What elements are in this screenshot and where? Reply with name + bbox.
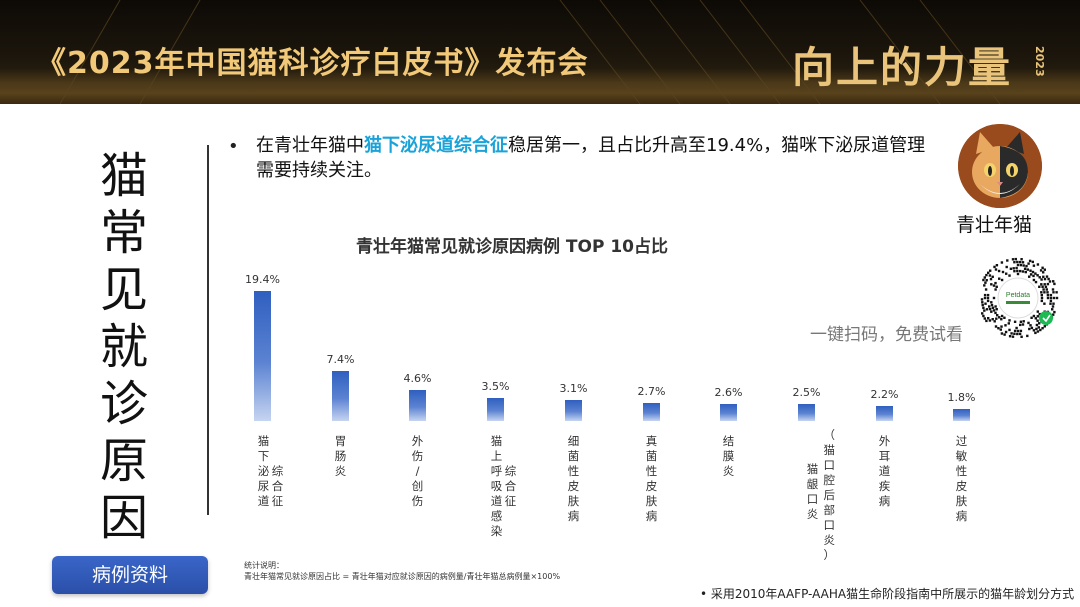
cat-avatar <box>958 124 1042 208</box>
bar-3 <box>409 390 426 421</box>
category-label-3: 外伤 / 创伤 <box>411 434 424 508</box>
bullet-prefix: 在青壮年猫中 <box>256 135 364 156</box>
bar-2 <box>332 371 349 421</box>
bar-6 <box>643 403 660 421</box>
category-label-6: 真菌性皮肤病 <box>645 434 658 523</box>
bar-5 <box>565 400 582 421</box>
category-label-1: 猫下泌尿道综合征 <box>257 434 284 508</box>
bullet-text: 在青壮年猫中猫下泌尿道综合征稳居第一，且占比升高至19.4%，猫咪下泌尿道管理需… <box>256 133 936 183</box>
qr-code[interactable]: Petdata <box>976 256 1060 340</box>
category-label-8: 猫龈口炎（猫口腔后部口炎） <box>806 428 835 562</box>
qr-brand-text: Petdata <box>1006 292 1030 299</box>
stat-note-heading: 统计说明： <box>244 561 284 570</box>
category-label-2: 胃肠炎 <box>334 434 347 478</box>
category-label-7: 结膜炎 <box>722 434 735 478</box>
category-label-5: 细菌性皮肤病 <box>567 434 580 523</box>
category-label-10: 过敏性皮肤病 <box>955 434 968 523</box>
event-title: 《2023年中国猫科诊疗白皮书》发布会 <box>36 46 589 81</box>
data-label-6: 2.7% <box>637 385 666 398</box>
bar-8 <box>798 404 815 421</box>
bullet-icon: • <box>228 136 239 157</box>
data-label-2: 7.4% <box>326 353 355 366</box>
brand-year-text: 2023 <box>1033 46 1046 77</box>
brand-logo: 向上的力量 <box>792 43 1013 92</box>
footer-note: • 采用2010年AAFP-AAHA猫生命阶段指南中所展示的猫年龄划分方式 <box>700 587 1075 601</box>
header-banner: 《2023年中国猫科诊疗白皮书》发布会 向上的力量 2023 <box>0 0 1080 104</box>
bar-7 <box>720 404 737 421</box>
qr-code-icon: Petdata <box>977 257 1059 339</box>
brand-year: 2023 <box>1033 46 1048 77</box>
data-label-3: 4.6% <box>403 372 432 385</box>
bar-10 <box>953 409 970 421</box>
chart-title: 青壮年猫常见就诊原因病例 TOP 10占比 <box>356 237 669 257</box>
vertical-divider <box>207 145 209 515</box>
bullet-suffix: 稳居第一，且占比升高至19.4%，猫咪下泌尿道管理需要持续关注。 <box>256 135 926 181</box>
banner-decoration <box>59 0 1001 104</box>
profile-label: 青壮年猫 <box>956 214 1033 236</box>
category-label-9: 外耳道疾病 <box>878 434 891 508</box>
bar-1 <box>254 291 271 421</box>
cat-face-icon <box>958 124 1042 208</box>
data-label-7: 2.6% <box>714 386 743 399</box>
data-label-4: 3.5% <box>481 380 510 393</box>
bullet-highlight: 猫下泌尿道综合征 <box>364 135 508 156</box>
bar-9 <box>876 406 893 421</box>
case-data-button[interactable]: 病例资料 <box>52 556 208 594</box>
qr-caption: 一键扫码，免费试看 <box>810 325 963 345</box>
data-label-8: 2.5% <box>792 386 821 399</box>
bar-4 <box>487 398 504 421</box>
data-label-5: 3.1% <box>559 382 588 395</box>
stat-note-formula: 青壮年猫常见就诊原因占比 = 青壮年猫对应就诊原因的病例量/青壮年猫总病例量×1… <box>244 572 561 581</box>
stat-note: 统计说明： 青壮年猫常见就诊原因占比 = 青壮年猫对应就诊原因的病例量/青壮年猫… <box>244 560 560 582</box>
side-title: 猫常见就诊原因 <box>99 148 148 546</box>
category-label-4: 猫上呼吸道感染综合征 <box>490 434 517 538</box>
data-label-1: 19.4% <box>245 273 280 286</box>
data-label-9: 2.2% <box>870 388 899 401</box>
data-label-10: 1.8% <box>947 391 976 404</box>
